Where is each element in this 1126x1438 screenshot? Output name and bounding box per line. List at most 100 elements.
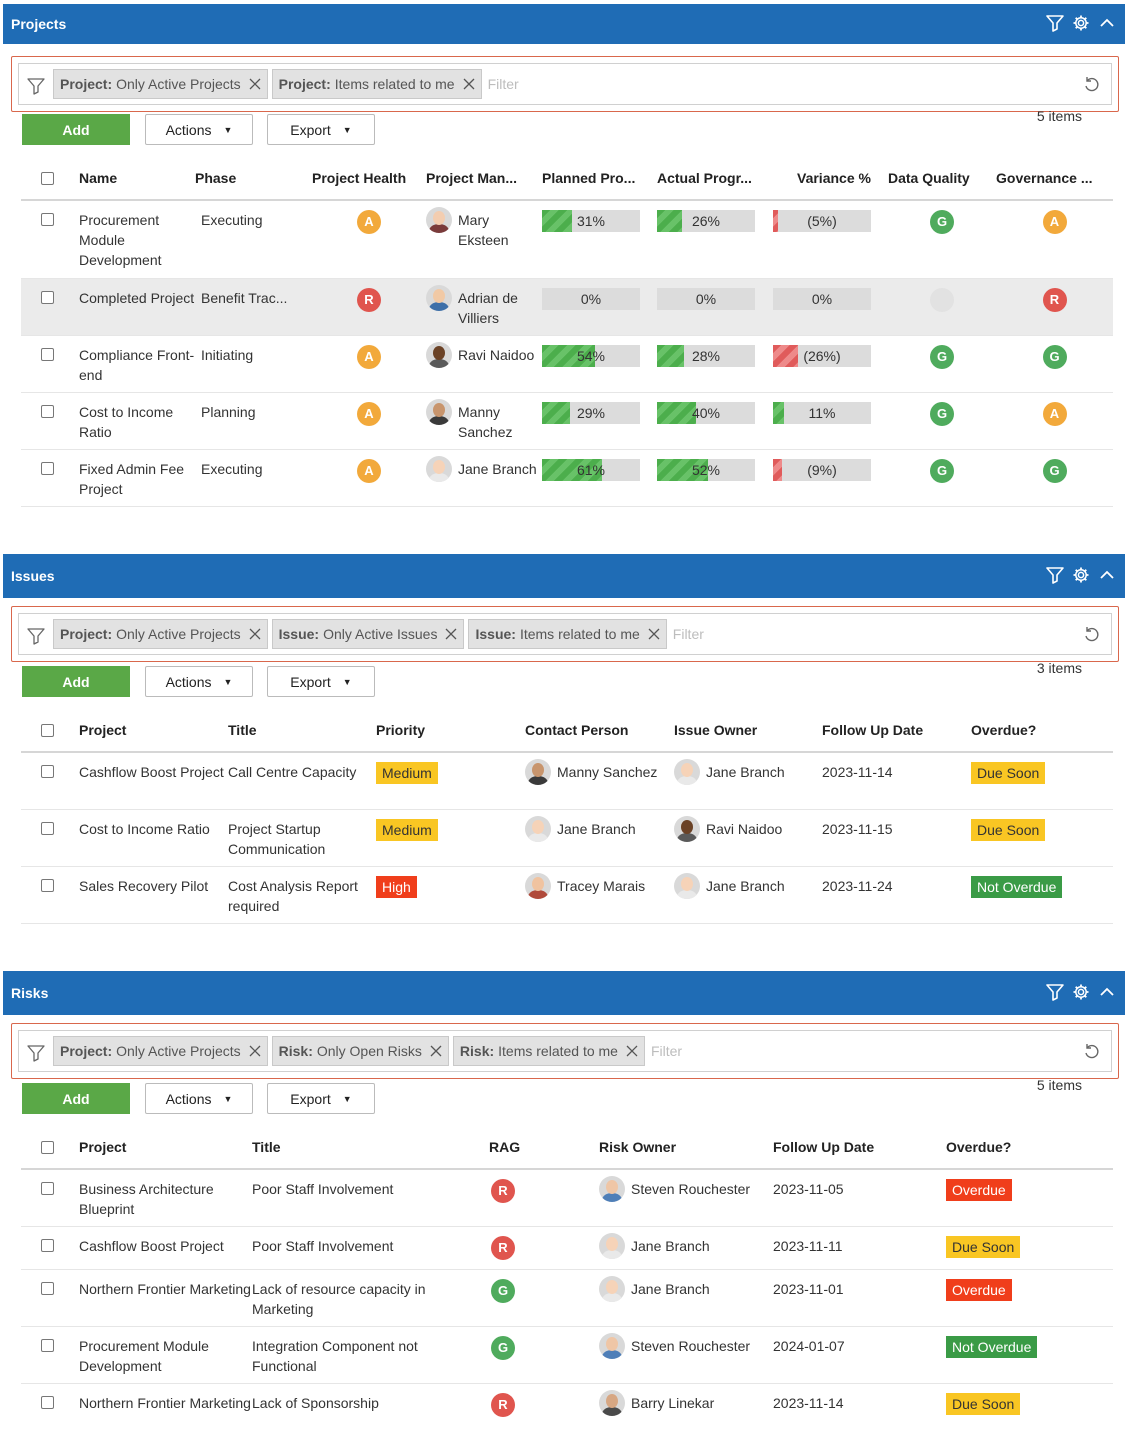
close-icon[interactable] [430,1045,442,1057]
close-icon[interactable] [249,78,261,90]
filter-chip[interactable]: Project: Only Active Projects [53,619,268,649]
filter-chip[interactable]: Risk: Items related to me [452,1036,645,1066]
select-all-checkbox[interactable] [21,156,79,201]
column-header[interactable]: Variance % [773,156,888,201]
filter-input-area[interactable]: Project: Only Active Projects Project: Ite… [18,63,1112,105]
column-header[interactable]: Overdue? [971,708,1113,753]
column-header[interactable]: Actual Progr... [657,156,773,201]
row-checkbox[interactable] [41,1238,54,1252]
filter-input-area[interactable]: Project: Only Active Projects Risk: Only O… [18,1030,1112,1072]
chevron-up-icon[interactable] [1097,13,1117,33]
table-row[interactable]: Procurement Module Development Executing A… [21,200,1113,279]
column-header[interactable]: Planned Pro... [542,156,657,201]
progress-label: 28% [691,347,721,364]
filter-icon[interactable] [1045,982,1065,1002]
gear-icon[interactable] [1071,13,1091,33]
table-row[interactable]: Cashflow Boost Project Call Centre Capaci… [21,752,1113,810]
filter-chip[interactable]: Project: Only Active Projects [53,69,268,99]
row-checkbox[interactable] [41,1281,54,1295]
add-button[interactable]: Add [22,666,130,697]
column-header[interactable]: Contact Person [525,708,674,753]
table-cell: Northern Frontier Marketing [79,1269,252,1327]
row-checkbox[interactable] [41,765,54,778]
table-row[interactable]: Northern Frontier Marketing Lack of resou… [21,1269,1113,1327]
table-row[interactable]: Business Architecture Blueprint Poor Staf… [21,1169,1113,1227]
table-row[interactable]: Cashflow Boost Project Poor Staff Involve… [21,1226,1113,1270]
export-dropdown[interactable]: Export ▼ [267,666,375,697]
filter-chip[interactable]: Risk: Only Open Risks [271,1036,449,1066]
reset-icon[interactable] [1083,76,1101,97]
filter-icon[interactable] [1045,565,1065,585]
row-checkbox[interactable] [41,213,54,226]
table-row[interactable]: Procurement Module Development Integratio… [21,1326,1113,1384]
person-name: Mary Eksteen [458,212,509,248]
close-icon[interactable] [463,78,475,90]
column-header[interactable]: Project Health [312,156,426,201]
close-icon[interactable] [249,628,261,640]
column-header[interactable]: Title [252,1125,426,1170]
close-icon[interactable] [626,1045,638,1057]
filter-chip[interactable]: Issue: Items related to me [468,619,667,649]
export-dropdown[interactable]: Export ▼ [267,114,375,145]
close-icon[interactable] [648,628,660,640]
filter-input-area[interactable]: Project: Only Active Projects Issue: Only … [18,613,1112,655]
column-header[interactable]: RAG [426,1125,599,1170]
column-header[interactable]: Project Man... [426,156,542,201]
column-header[interactable]: Follow Up Date [773,1125,946,1170]
filter-chip[interactable]: Issue: Only Active Issues [271,619,465,649]
row-checkbox[interactable] [41,290,54,304]
column-header[interactable]: Name [79,156,195,201]
column-header[interactable]: Phase [195,156,312,201]
close-icon[interactable] [249,1045,261,1057]
column-header[interactable]: Title [228,708,376,753]
gear-icon[interactable] [1071,982,1091,1002]
column-header[interactable]: Project [79,1125,252,1170]
chevron-up-icon[interactable] [1097,982,1117,1002]
reset-icon[interactable] [1083,626,1101,647]
close-icon[interactable] [445,628,457,640]
filter-chip[interactable]: Project: Only Active Projects [53,1036,268,1066]
add-button[interactable]: Add [22,114,130,145]
row-checkbox[interactable] [41,878,54,892]
item-count: 3 items [1036,660,1082,676]
table-row[interactable]: Northern Frontier Marketing Lack of Spons… [21,1383,1113,1438]
column-header[interactable]: Governance ... [996,156,1113,201]
row-checkbox[interactable] [41,1338,54,1352]
actions-dropdown[interactable]: Actions ▼ [145,666,253,697]
table-row[interactable]: Fixed Admin Fee Project Executing A Jane Br… [21,449,1113,507]
add-button[interactable]: Add [22,1083,130,1114]
select-all-checkbox[interactable] [21,1125,79,1170]
table-cell: G [426,1269,599,1327]
column-header[interactable]: Data Quality [888,156,996,201]
column-header[interactable]: Issue Owner [674,708,822,753]
gear-icon[interactable] [1071,565,1091,585]
column-header[interactable]: Overdue? [946,1125,1113,1170]
filter-icon[interactable] [1045,13,1065,33]
export-dropdown[interactable]: Export ▼ [267,1083,375,1114]
table-row[interactable]: Cost to Income Ratio Project Startup Comm… [21,809,1113,867]
table-row[interactable]: Cost to Income Ratio Planning A Manny Sanch… [21,392,1113,450]
progress-bar: (5%) [773,210,871,232]
column-header[interactable]: Risk Owner [599,1125,773,1170]
row-checkbox[interactable] [41,461,54,475]
table-row[interactable]: Sales Recovery Pilot Cost Analysis Report… [21,866,1113,924]
column-header[interactable]: Follow Up Date [822,708,971,753]
select-all-checkbox[interactable] [21,708,79,753]
actions-dropdown[interactable]: Actions ▼ [145,114,253,145]
row-checkbox[interactable] [41,404,54,418]
row-checkbox[interactable] [41,1395,54,1409]
table-cell: Medium [376,809,525,867]
reset-icon[interactable] [1083,1043,1101,1064]
person: Jane Branch [599,1275,773,1302]
column-header[interactable]: Project [79,708,228,753]
filter-chip[interactable]: Project: Items related to me [271,69,482,99]
column-header[interactable]: Priority [376,708,525,753]
table-row[interactable]: Completed Project Benefit Trac... R Adrian … [21,278,1113,336]
filter-placeholder: Filter [650,1043,683,1059]
row-checkbox[interactable] [41,1182,54,1195]
row-checkbox[interactable] [41,347,54,361]
row-checkbox[interactable] [41,821,54,835]
actions-dropdown[interactable]: Actions ▼ [145,1083,253,1114]
table-row[interactable]: Compliance Front-end Initiating A Ravi Naid… [21,335,1113,393]
chevron-up-icon[interactable] [1097,565,1117,585]
